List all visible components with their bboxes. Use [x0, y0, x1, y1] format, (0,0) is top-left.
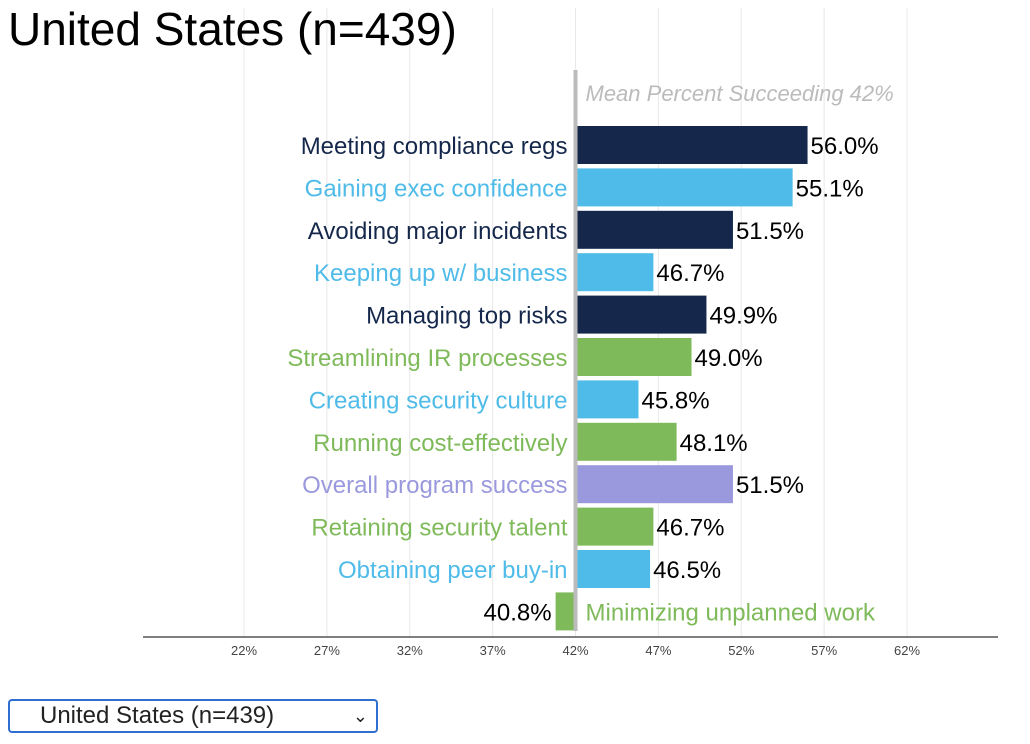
category-label: Meeting compliance regs	[301, 133, 568, 160]
x-tick-label: 27%	[314, 643, 340, 658]
bar	[575, 295, 707, 334]
bar	[555, 592, 576, 631]
bar	[575, 126, 808, 164]
chevron-down-icon: ⌄	[352, 706, 368, 726]
chart: 22% 27% 32% 37% 42% 47% 52% 57% 62% 56.0% Meeting …	[143, 8, 998, 658]
x-tick-label: 52%	[728, 643, 754, 658]
bar	[575, 465, 733, 504]
bar	[575, 550, 651, 588]
bar	[575, 380, 639, 419]
x-tick-label: 37%	[480, 643, 506, 658]
x-tick-label: 22%	[231, 643, 257, 658]
category-label: Minimizing unplanned work	[586, 599, 876, 626]
bar	[575, 422, 677, 461]
x-tick-label: 62%	[894, 643, 920, 658]
data-label: 40.8%	[484, 599, 552, 626]
bar	[575, 507, 654, 546]
category-label: Keeping up w/ business	[314, 260, 568, 287]
data-label: 51.5%	[736, 218, 804, 245]
mean-label: Mean Percent Succeeding 42%	[586, 81, 894, 106]
x-tick-label: 32%	[397, 643, 423, 658]
data-label: 51.5%	[736, 472, 804, 499]
chart-title: United States (n=439)	[8, 3, 457, 55]
x-tick-label: 57%	[811, 643, 837, 658]
category-label: Running cost-effectively	[313, 430, 567, 457]
x-tick-label: 47%	[645, 643, 671, 658]
bar	[575, 210, 733, 249]
category-label: Gaining exec confidence	[305, 175, 568, 202]
x-tick-label: 42%	[562, 643, 588, 658]
data-label: 55.1%	[796, 175, 864, 202]
category-label: Streamlining IR processes	[287, 345, 567, 372]
data-label: 46.5%	[653, 557, 721, 584]
data-label: 48.1%	[680, 430, 748, 457]
data-label: 45.8%	[641, 387, 709, 414]
country-select[interactable]: United States (n=439) ⌄	[8, 699, 378, 733]
category-label: Creating security culture	[309, 387, 568, 414]
category-label: Managing top risks	[366, 303, 567, 330]
bar	[575, 253, 654, 292]
data-label: 49.0%	[695, 345, 763, 372]
category-label: Avoiding major incidents	[308, 218, 568, 245]
bar	[575, 168, 793, 207]
category-label: Obtaining peer buy-in	[338, 557, 567, 584]
category-label: Overall program success	[302, 472, 567, 499]
data-label: 49.9%	[709, 303, 777, 330]
category-label: Retaining security talent	[311, 515, 567, 542]
data-label: 46.7%	[656, 515, 724, 542]
country-select-value: United States (n=439)	[40, 702, 275, 729]
bar	[575, 338, 692, 376]
data-label: 46.7%	[656, 260, 724, 287]
data-label: 56.0%	[811, 133, 879, 160]
